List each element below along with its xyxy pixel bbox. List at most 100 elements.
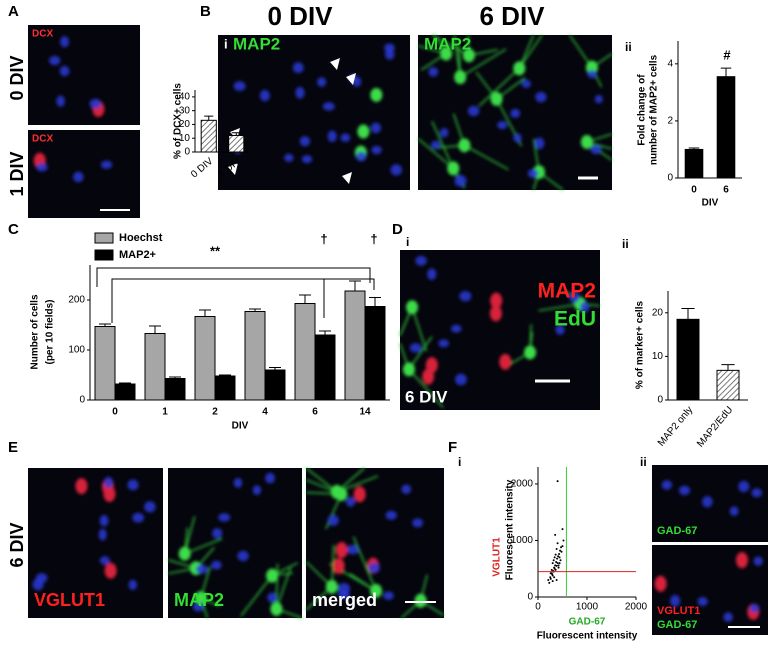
nucleus [195,564,208,574]
micrograph [218,35,410,190]
point [551,580,554,583]
x-tick-label: 6 [312,407,318,418]
nucleus [347,544,359,555]
y-axis-label: Fold change of [637,74,648,146]
cells [33,152,113,183]
nucleus [749,603,760,613]
nucleus [431,140,441,150]
x-tick-label: 2000 [625,602,648,613]
y-tick-label: 4 [667,58,673,69]
cell [332,558,345,575]
nucleus [292,62,304,74]
cells [417,34,613,191]
y-tick-label: 20 [179,119,191,130]
y-tick-label: 0 [79,395,85,406]
error-bar [720,67,732,77]
cell [654,575,667,592]
annotation: # [723,47,731,62]
nucleus [455,373,467,386]
error-bar [349,280,361,291]
nucleus [327,514,339,526]
point [559,549,562,552]
bar [144,333,166,401]
stain-label: merged [312,590,377,610]
neurite [336,475,379,493]
sub-label: ii [640,455,647,469]
cell [178,546,191,561]
point [557,564,560,567]
nucleus [192,602,204,612]
nucleus [401,484,412,495]
sub-label: i [458,455,461,469]
nucleus [555,324,565,335]
point [562,539,565,542]
panel-label: D [392,221,403,238]
cell [735,552,748,569]
cell [490,91,503,106]
x-tick-label: 14 [359,407,371,418]
point [550,568,553,571]
panel-label: B [200,3,211,20]
bar [200,119,217,153]
stain-label: VGLUT1 [657,605,700,617]
point [548,581,551,584]
point [559,559,562,562]
nucleus [338,582,351,595]
point [552,559,555,562]
nucleus [580,301,590,313]
stain-label: MAP2 [233,34,280,53]
nucleus [497,121,508,130]
nucleus [467,105,480,117]
y-tick-label: 10 [652,351,664,362]
x-tick-label: 0 [691,185,697,196]
neurite [275,567,292,610]
nucleus [702,496,713,508]
point [558,553,561,556]
nucleus [738,480,750,493]
point [556,480,559,483]
bar [684,148,704,179]
cells [305,467,445,619]
panel-label: C [8,221,19,238]
error-bar [199,309,211,317]
cell [580,135,593,150]
nucleus [513,133,522,143]
bar [364,306,386,401]
bar [244,311,266,401]
error-bar [721,364,735,371]
bracket [111,278,325,323]
cell [330,484,343,499]
neurite [352,536,377,592]
panel-label: A [8,3,19,20]
bar [716,76,736,179]
nucleus [661,480,673,490]
cell [490,292,503,309]
row-label: 0 DIV [7,55,27,100]
nucleus [36,163,48,172]
nucleus [439,127,449,138]
cells [167,472,303,619]
nucleus [459,290,472,302]
bar [264,369,286,401]
y-tick-label: 40 [179,92,191,103]
nucleus [535,91,547,103]
nucleus [370,122,382,134]
point [553,566,556,569]
cell [266,568,279,583]
stain-label: MAP2 [174,590,224,610]
neurite [464,144,509,171]
bar [194,316,216,401]
bracket [96,267,371,287]
nucleus [345,496,356,507]
micrograph [28,25,140,125]
nucleus [594,94,603,104]
neurite [305,467,338,493]
nucleus [49,55,61,66]
nucleus [450,324,462,333]
nucleus [233,81,246,92]
bracket [324,278,375,290]
nucleus [284,153,294,162]
nucleus [438,339,449,348]
nucleus [237,550,249,562]
cell [353,486,366,503]
